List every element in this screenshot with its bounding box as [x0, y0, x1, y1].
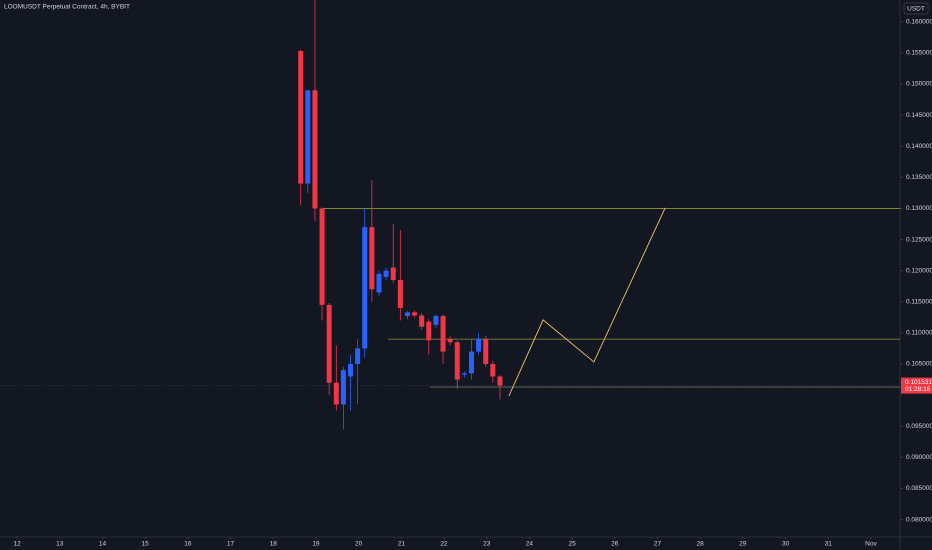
- x-tick-label: 28: [697, 541, 705, 548]
- candle-body: [355, 348, 361, 365]
- x-tick-label: 13: [56, 541, 64, 548]
- y-tick-label: 0.145000: [906, 112, 932, 119]
- candle-body: [447, 339, 453, 343]
- candle-body: [348, 364, 354, 377]
- x-tick-label: 20: [355, 541, 363, 548]
- y-tick-label: 0.095000: [906, 423, 932, 430]
- candle-body: [426, 321, 432, 341]
- candle-body: [397, 280, 403, 309]
- x-tick-label: 14: [99, 541, 107, 548]
- candle-body: [305, 90, 311, 184]
- x-tick-label: 22: [440, 541, 448, 548]
- candle-body: [468, 351, 474, 374]
- y-tick-label: 0.130000: [906, 205, 932, 212]
- y-tick-label: 0.140000: [906, 143, 932, 150]
- y-tick-label: 0.135000: [906, 174, 932, 181]
- x-tick-label: Nov: [865, 541, 877, 548]
- y-tick-label: 0.115000: [906, 299, 932, 306]
- plot-area: [0, 0, 900, 430]
- y-tick-label: 0.085000: [906, 485, 932, 492]
- last-price-box: [901, 377, 932, 394]
- candle-body: [440, 316, 446, 352]
- x-tick-label: 25: [568, 541, 576, 548]
- candle-body: [376, 273, 382, 293]
- candle-body: [383, 270, 389, 277]
- candle-body: [362, 227, 368, 349]
- candle-body: [419, 315, 425, 327]
- x-tick-label: 16: [184, 541, 192, 548]
- candle-body: [497, 376, 503, 386]
- x-tick-label: 18: [270, 541, 278, 548]
- y-tick-label: 0.120000: [906, 267, 932, 274]
- last-price-label: 0.101531: [905, 379, 932, 386]
- y-tick-label: 0.090000: [906, 454, 932, 461]
- candle-body: [326, 304, 332, 383]
- candle-body: [483, 339, 489, 365]
- chart-title: LOOMUSDT Perpetual Contract, 4h, BYBIT: [4, 4, 130, 11]
- drawing-path: [508, 207, 666, 397]
- x-tick-label: 19: [312, 541, 320, 548]
- candle-body: [433, 316, 439, 325]
- candle-body: [390, 267, 396, 281]
- x-tick-label: 30: [782, 541, 790, 548]
- y-tick-label: 0.125000: [906, 236, 932, 243]
- x-tick-label: 29: [739, 541, 747, 548]
- y-tick-label: 0.080000: [906, 516, 932, 523]
- y-tick-label: 0.110000: [906, 330, 932, 337]
- y-tick-label: 0.160000: [906, 18, 932, 25]
- candle-body: [461, 373, 467, 375]
- candle-body: [319, 208, 325, 305]
- candle-body: [476, 339, 482, 352]
- candle-body: [490, 364, 496, 377]
- x-tick-label: 24: [526, 541, 534, 548]
- x-tick-label: 31: [825, 541, 833, 548]
- candle-body: [404, 312, 410, 317]
- y-tick-label: 0.155000: [906, 50, 932, 57]
- candle-body: [369, 227, 375, 290]
- candle-body: [298, 51, 304, 184]
- x-tick-label: 12: [13, 541, 21, 548]
- x-tick-label: 26: [611, 541, 619, 548]
- candle-body: [333, 382, 339, 405]
- countdown-label: 01:28:16: [905, 386, 931, 393]
- currency: USDT: [907, 6, 925, 13]
- candle-body: [412, 312, 418, 316]
- x-tick-label: 15: [142, 541, 150, 548]
- x-tick-label: 23: [483, 541, 491, 548]
- candle-body: [312, 90, 318, 209]
- y-tick-label: 0.105000: [906, 361, 932, 368]
- x-tick-label: 17: [227, 541, 235, 548]
- candle-body: [340, 370, 346, 405]
- currency-box: [903, 2, 929, 15]
- candle-body: [454, 342, 460, 380]
- x-tick-label: 27: [654, 541, 662, 548]
- x-tick-label: 21: [398, 541, 406, 548]
- y-tick-label: 0.150000: [906, 81, 932, 88]
